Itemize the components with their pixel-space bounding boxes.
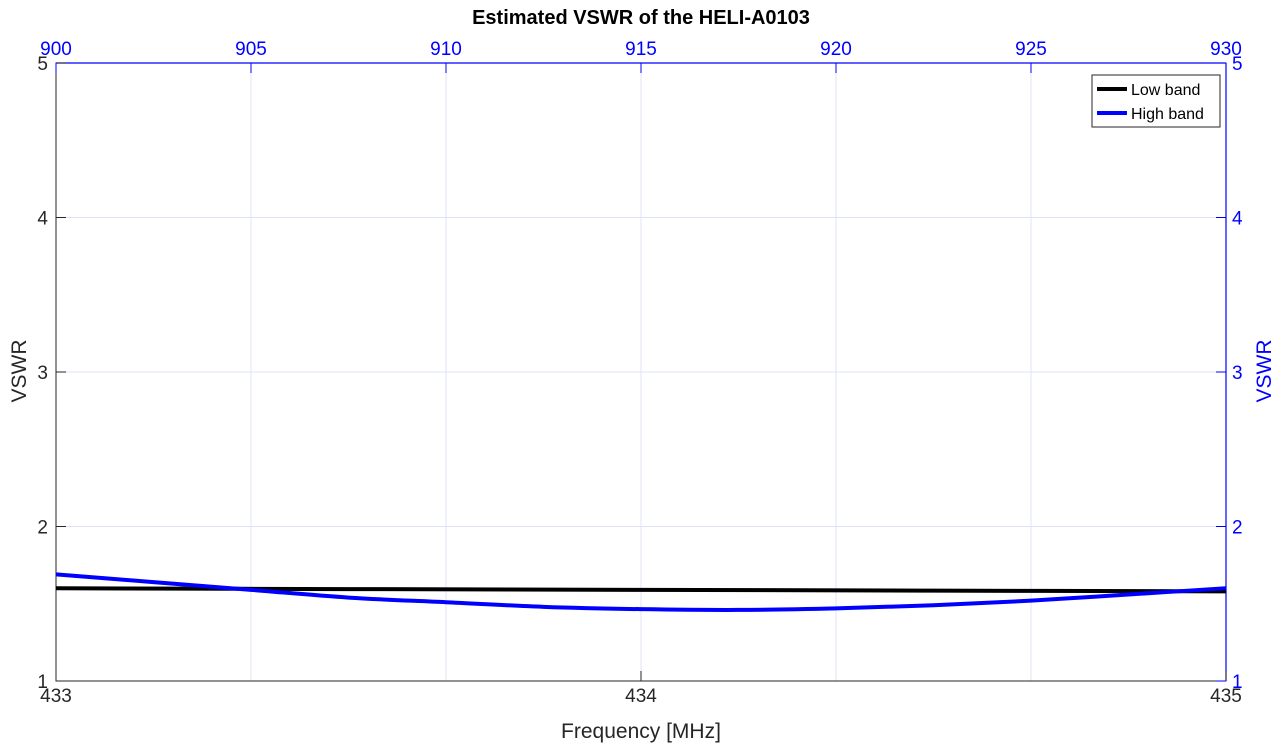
- chart-title: Estimated VSWR of the HELI-A0103: [472, 7, 810, 29]
- y-tick-label-left: 5: [37, 54, 48, 75]
- x-axis-label: Frequency [MHz]: [561, 720, 721, 743]
- y-tick-label-left: 1: [37, 672, 48, 693]
- x-top-tick-label: 920: [820, 39, 852, 60]
- y-tick-label-right: 1: [1232, 672, 1243, 693]
- x-bottom-tick-label: 433: [40, 686, 72, 707]
- y-tick-label-right: 2: [1232, 518, 1243, 539]
- x-top-tick-label: 900: [40, 39, 72, 60]
- series-lines: [55, 572, 1227, 612]
- y-axis-label-right: VSWR: [1253, 340, 1276, 403]
- legend-label-high-band: High band: [1131, 106, 1204, 123]
- y-tick-label-left: 2: [37, 518, 48, 539]
- x-top-tick-label: 925: [1015, 39, 1047, 60]
- y-tick-label-right: 3: [1232, 363, 1243, 384]
- legend-box: [1091, 74, 1221, 128]
- x-bottom-tick-label: 434: [625, 686, 657, 707]
- x-top-tick-label: 930: [1210, 39, 1242, 60]
- y-tick-label-right: 4: [1232, 209, 1243, 230]
- y-tick-label-left: 4: [37, 209, 48, 230]
- x-top-tick-label: 905: [235, 39, 267, 60]
- y-axis-label-left: VSWR: [8, 340, 31, 403]
- x-bottom-tick-label: 435: [1210, 686, 1242, 707]
- y-tick-label-right: 5: [1232, 54, 1243, 75]
- x-top-tick-label: 910: [430, 39, 462, 60]
- legend-label-low-band: Low band: [1131, 82, 1200, 99]
- series-line-high-band: [55, 572, 1227, 612]
- legend: Low band High band: [1091, 74, 1221, 128]
- x-top-tick-label: 915: [625, 39, 657, 60]
- grid: [56, 63, 1226, 681]
- y-tick-label-left: 3: [37, 363, 48, 384]
